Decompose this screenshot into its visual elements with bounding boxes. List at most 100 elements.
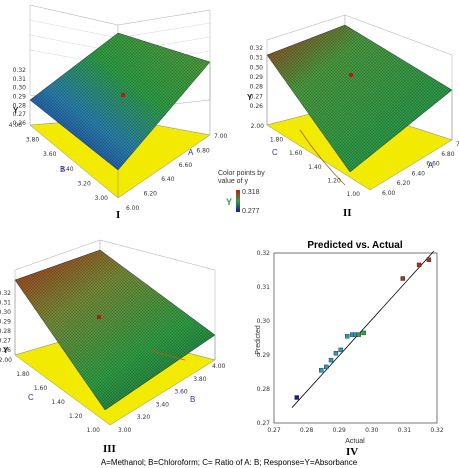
z-axis-label: Y — [3, 346, 9, 355]
legend-colorbar — [236, 190, 240, 212]
x-tick-label: 0.32 — [430, 427, 444, 434]
z-tick-label: 0.28 — [13, 102, 27, 109]
plot-iii: 0.32 0.31 0.30 0.29 0.28 0.27 0.26 3.00 3.20 3.40… — [0, 239, 226, 455]
y-tick-label: 3.20 — [77, 180, 91, 187]
z-tick-label: 0.31 — [13, 76, 27, 83]
y-axis-label: Predicted — [255, 325, 262, 355]
data-point — [338, 347, 343, 353]
y-tick-label: 4.00 — [9, 122, 23, 129]
panel-label: III — [103, 443, 116, 455]
plot-iv: Predicted vs. Actual 0.27 0.28 0.29 0.30 0.3… — [255, 240, 444, 458]
z-tick-label: 0.30 — [13, 85, 27, 92]
z-tick-label: 0.29 — [0, 319, 11, 326]
y-tick-label: 2.00 — [0, 357, 12, 364]
legend-min: 0.277 — [242, 208, 260, 215]
z-tick-label: 0.28 — [250, 84, 264, 91]
data-point — [324, 364, 329, 370]
y-tick-label: 1.00 — [347, 191, 361, 198]
x-tick-label: 3.40 — [156, 401, 170, 408]
z-tick-label: 0.29 — [250, 74, 264, 81]
panel-label: II — [343, 207, 352, 219]
z-tick-label: 0.30 — [0, 309, 11, 316]
y-tick-label: 1.20 — [69, 413, 83, 420]
y-tick-label: 1.80 — [270, 137, 284, 144]
x-tick-label: 6.20 — [144, 191, 158, 198]
z-tick-label: 0.32 — [250, 45, 264, 52]
z-tick-label: 0.26 — [250, 103, 264, 110]
x-tick-label: 7.00 — [214, 133, 228, 140]
x-tick-label: 4.00 — [212, 363, 226, 370]
z-tick-label: 0.32 — [13, 67, 27, 74]
data-point — [345, 334, 350, 339]
y-tick-label: 3.60 — [43, 151, 57, 158]
y-tick-label: 1.20 — [327, 177, 341, 184]
y-tick-label: 1.60 — [34, 385, 48, 392]
legend-symbol: Y — [226, 197, 232, 207]
x-axis-label: A — [188, 148, 194, 157]
y-tick-label: 1.80 — [16, 371, 30, 378]
data-point — [294, 395, 299, 400]
x-axis-label: Actual — [345, 438, 365, 445]
y-tick-label: 1.00 — [87, 427, 101, 434]
x-tick-label: 6.20 — [397, 180, 411, 187]
x-tick-label: 0.28 — [300, 427, 314, 434]
x-tick-label: 3.80 — [193, 376, 207, 383]
x-tick-label: 7.00 — [456, 141, 459, 148]
y-tick-label: 0.28 — [257, 386, 271, 393]
x-tick-label: 6.00 — [382, 190, 396, 197]
data-point — [328, 357, 334, 363]
z-tick-label: 0.27 — [13, 111, 27, 118]
data-point — [333, 351, 339, 356]
x-tick-label: 6.80 — [441, 151, 455, 158]
figure-caption: A=Methanol; B=Chloroform; C= Ratio of A:… — [101, 458, 358, 467]
plot-ii: 0.32 0.31 0.30 0.29 0.28 0.27 0.26 6.006.206.40… — [247, 14, 459, 219]
y-tick-label: 1.40 — [51, 399, 65, 406]
y-tick-label: 0.29 — [257, 352, 271, 359]
x-tick-label: 6.60 — [179, 162, 193, 169]
data-point — [356, 332, 361, 337]
y-axis-label: C — [28, 393, 34, 402]
y-tick-label: 3.40 — [60, 166, 74, 173]
panel-label: IV — [346, 446, 358, 458]
z-tick-label: 0.30 — [250, 64, 264, 71]
data-point — [416, 262, 422, 268]
plot-i: 0.32 0.31 0.30 0.290.28 0.27 0.26 6.00 6.20 6.40… — [9, 4, 228, 221]
x-tick-label: 6.60 — [426, 161, 440, 168]
design-point — [121, 93, 125, 97]
y-tick-label: 3.00 — [95, 195, 109, 202]
design-point — [349, 73, 353, 77]
x-tick-label: 0.27 — [267, 427, 281, 434]
z-axis-label: Y — [13, 106, 19, 115]
z-tick-label: 0.27 — [0, 338, 11, 345]
legend-title: Color points by value of y — [218, 170, 265, 185]
z-axis-label: Y — [247, 93, 253, 102]
y-tick-label: 1.60 — [289, 150, 303, 157]
y-axis-label: B — [60, 165, 65, 174]
design-point — [97, 315, 101, 319]
z-tick-label: 0.26 — [13, 120, 27, 127]
y-tick-label: 2.00 — [251, 123, 265, 130]
y-tick-label: 0.27 — [257, 420, 271, 427]
y-tick-label: 0.31 — [257, 284, 271, 291]
chart-title: Predicted vs. Actual — [307, 240, 402, 251]
x-axis-label: B — [190, 395, 195, 404]
x-tick-label: 3.00 — [118, 427, 132, 434]
x-tick-label: 0.31 — [398, 427, 412, 434]
z-tick-label: 0.27 — [250, 93, 264, 100]
x-tick-label: 6.80 — [196, 147, 210, 154]
x-axis-label: A — [428, 161, 434, 170]
data-point — [361, 330, 366, 336]
y-tick-label: 0.30 — [257, 318, 271, 325]
color-legend: Color points by value of y Y 0.318 0.277 — [218, 170, 265, 215]
z-tick-label: 0.28 — [0, 328, 11, 335]
y-tick-label: 3.80 — [26, 137, 40, 144]
x-tick-label: 3.60 — [174, 389, 188, 396]
panel-label: I — [116, 209, 120, 221]
data-point — [426, 257, 432, 262]
y-tick-label: 1.40 — [308, 164, 322, 171]
x-tick-label: 3.20 — [137, 414, 151, 421]
x-tick-label: 0.30 — [365, 427, 379, 434]
z-tick-label: 0.31 — [250, 55, 264, 62]
z-tick-label: 0.29 — [13, 94, 27, 101]
